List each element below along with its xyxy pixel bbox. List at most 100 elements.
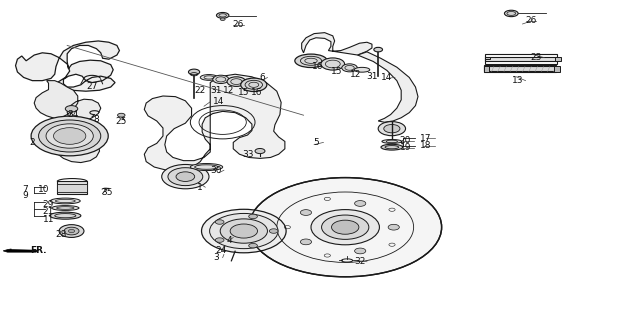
Ellipse shape bbox=[374, 47, 383, 52]
Circle shape bbox=[215, 238, 224, 242]
Ellipse shape bbox=[188, 69, 200, 75]
Ellipse shape bbox=[216, 12, 229, 18]
Ellipse shape bbox=[354, 68, 369, 72]
Text: 17: 17 bbox=[420, 134, 432, 143]
Text: 28: 28 bbox=[55, 230, 67, 239]
Text: 12: 12 bbox=[350, 70, 361, 79]
Text: 15: 15 bbox=[238, 88, 249, 97]
Text: 15: 15 bbox=[332, 67, 343, 76]
Circle shape bbox=[65, 106, 78, 112]
Text: 10: 10 bbox=[38, 185, 49, 194]
Circle shape bbox=[202, 209, 286, 253]
Circle shape bbox=[39, 120, 101, 152]
Circle shape bbox=[46, 124, 93, 148]
Circle shape bbox=[230, 224, 258, 238]
Text: 34: 34 bbox=[68, 110, 79, 119]
Circle shape bbox=[31, 116, 108, 156]
Circle shape bbox=[300, 210, 312, 215]
Text: 21: 21 bbox=[43, 207, 54, 216]
Text: 18: 18 bbox=[420, 141, 432, 150]
Text: 14: 14 bbox=[381, 73, 392, 82]
Text: 35: 35 bbox=[101, 188, 113, 197]
Circle shape bbox=[53, 128, 86, 144]
Text: 13: 13 bbox=[512, 76, 523, 85]
Bar bbox=[484, 66, 489, 72]
Circle shape bbox=[355, 201, 366, 206]
Text: 27: 27 bbox=[86, 82, 98, 91]
Text: 26: 26 bbox=[526, 16, 537, 25]
Text: 8: 8 bbox=[93, 115, 100, 124]
Circle shape bbox=[255, 148, 265, 154]
Text: 11: 11 bbox=[43, 215, 54, 224]
Bar bbox=[485, 57, 490, 59]
Text: 16: 16 bbox=[251, 88, 262, 97]
Circle shape bbox=[176, 172, 195, 181]
Circle shape bbox=[355, 248, 366, 254]
Ellipse shape bbox=[381, 144, 402, 150]
Circle shape bbox=[64, 227, 79, 235]
Text: 26: 26 bbox=[232, 20, 243, 29]
Circle shape bbox=[68, 229, 75, 233]
Text: 3: 3 bbox=[213, 253, 220, 262]
Circle shape bbox=[322, 215, 369, 239]
Text: 24: 24 bbox=[215, 246, 226, 255]
Ellipse shape bbox=[213, 75, 229, 84]
Text: 16: 16 bbox=[312, 62, 323, 71]
Ellipse shape bbox=[200, 75, 218, 80]
Circle shape bbox=[332, 220, 359, 234]
Text: 7: 7 bbox=[22, 185, 28, 194]
Bar bbox=[57, 184, 87, 192]
Circle shape bbox=[300, 239, 312, 245]
Text: 33: 33 bbox=[242, 150, 253, 159]
Circle shape bbox=[168, 168, 203, 186]
Ellipse shape bbox=[227, 77, 246, 86]
Text: 20: 20 bbox=[400, 136, 411, 145]
Text: 14: 14 bbox=[213, 97, 225, 106]
Polygon shape bbox=[358, 52, 418, 122]
Text: FR.: FR. bbox=[30, 246, 47, 255]
Text: 31: 31 bbox=[366, 72, 378, 81]
Circle shape bbox=[388, 224, 399, 230]
Text: 30: 30 bbox=[211, 166, 222, 175]
Polygon shape bbox=[3, 249, 39, 252]
Text: 23: 23 bbox=[531, 53, 542, 62]
Polygon shape bbox=[34, 81, 101, 163]
Ellipse shape bbox=[382, 140, 402, 143]
Text: 9: 9 bbox=[22, 191, 28, 200]
Ellipse shape bbox=[50, 212, 81, 219]
Text: 1: 1 bbox=[197, 183, 203, 192]
Text: 4: 4 bbox=[226, 236, 232, 245]
Polygon shape bbox=[16, 41, 119, 91]
Text: 22: 22 bbox=[195, 86, 206, 95]
Ellipse shape bbox=[342, 64, 357, 72]
Ellipse shape bbox=[504, 10, 518, 17]
Text: 2: 2 bbox=[29, 138, 35, 147]
Text: 6: 6 bbox=[259, 73, 266, 82]
Ellipse shape bbox=[50, 198, 80, 204]
Ellipse shape bbox=[190, 164, 223, 171]
Circle shape bbox=[162, 164, 209, 189]
Ellipse shape bbox=[321, 58, 345, 70]
Text: 31: 31 bbox=[211, 86, 222, 95]
Circle shape bbox=[249, 244, 258, 248]
Circle shape bbox=[210, 213, 278, 249]
Polygon shape bbox=[302, 33, 372, 55]
Circle shape bbox=[249, 214, 258, 219]
Ellipse shape bbox=[52, 206, 79, 211]
Polygon shape bbox=[144, 74, 285, 170]
Bar bbox=[485, 57, 557, 61]
Text: 29: 29 bbox=[43, 200, 54, 209]
Text: 19: 19 bbox=[400, 143, 411, 152]
Circle shape bbox=[269, 229, 278, 233]
Bar bbox=[484, 66, 556, 71]
Text: 5: 5 bbox=[313, 138, 319, 147]
Ellipse shape bbox=[241, 78, 267, 92]
Text: 25: 25 bbox=[116, 117, 127, 126]
Circle shape bbox=[215, 220, 224, 224]
Circle shape bbox=[249, 178, 442, 277]
Text: 32: 32 bbox=[354, 257, 365, 266]
Circle shape bbox=[59, 225, 84, 237]
Bar bbox=[555, 57, 561, 61]
Bar bbox=[554, 66, 560, 72]
Text: 12: 12 bbox=[223, 86, 234, 95]
